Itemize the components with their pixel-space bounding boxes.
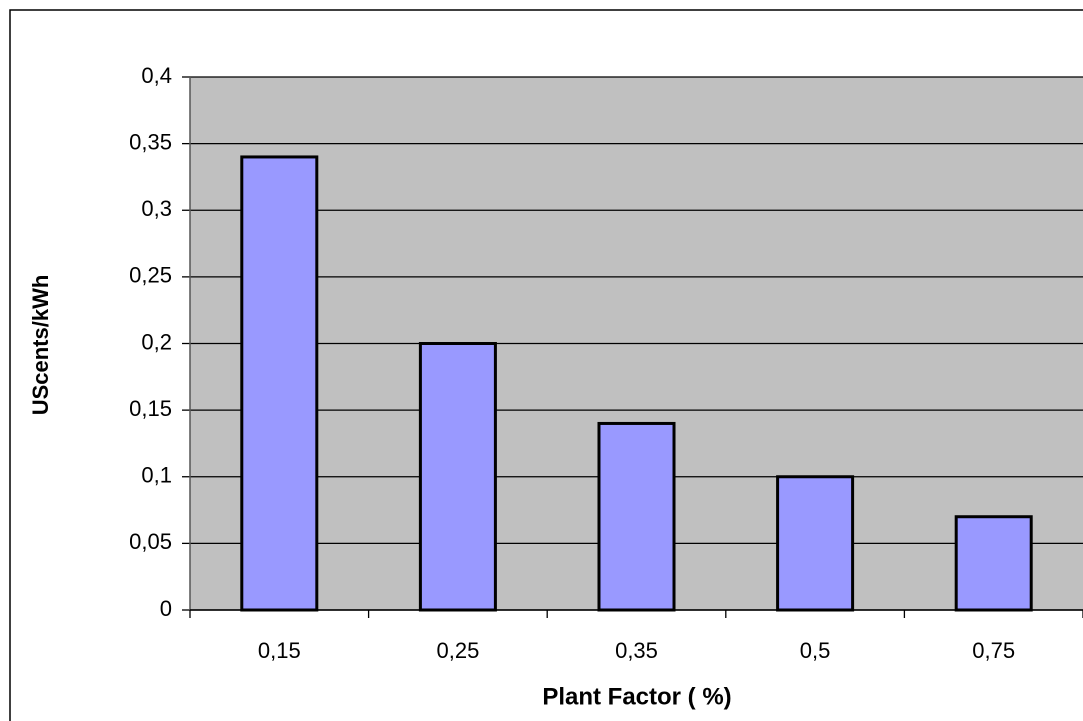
y-tick-label: 0: [160, 596, 172, 621]
y-tick-label: 0,15: [129, 396, 172, 421]
y-tick-label: 0,1: [141, 463, 172, 488]
y-tick-label: 0,3: [141, 196, 172, 221]
x-tick-label: 0,35: [615, 638, 658, 663]
y-tick-label: 0,05: [129, 529, 172, 554]
y-tick-label: 0,4: [141, 63, 172, 88]
y-tick-label: 0,35: [129, 129, 172, 154]
y-axis-title: UScents/kWh: [28, 275, 53, 416]
bar: [597, 421, 676, 612]
y-tick-label: 0,25: [129, 263, 172, 288]
x-tick-label: 0,15: [258, 638, 301, 663]
x-tick-label: 0,25: [436, 638, 479, 663]
bar: [240, 155, 319, 612]
x-tick-label: 0,5: [800, 638, 831, 663]
y-tick-label: 0,2: [141, 329, 172, 354]
x-tick-label: 0,75: [972, 638, 1015, 663]
bar: [418, 342, 497, 612]
bar: [954, 515, 1033, 612]
bar: [776, 475, 855, 612]
x-axis-title: Plant Factor ( %): [542, 683, 731, 710]
